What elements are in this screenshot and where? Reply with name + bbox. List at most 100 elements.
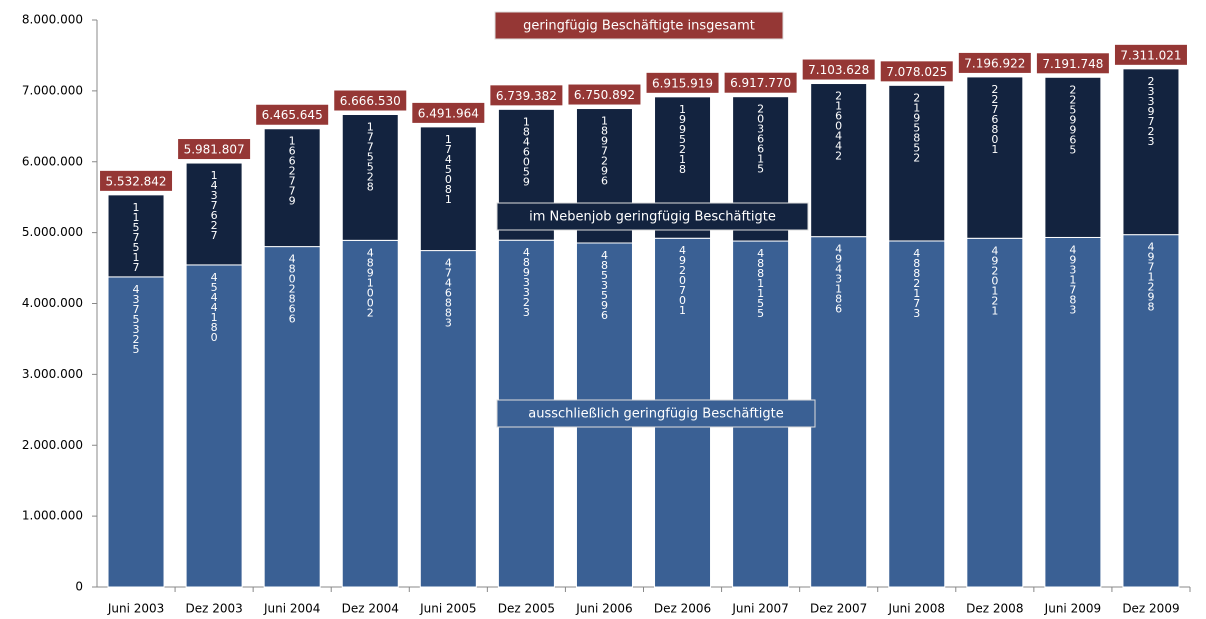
total-label: 6.739.382 [496, 89, 557, 103]
segment-label: 1437627 [208, 169, 221, 239]
x-tick-label: Dez 2007 [810, 602, 867, 616]
total-label: 6.465.645 [262, 108, 323, 122]
x-tick-label: Dez 2009 [1122, 602, 1179, 616]
bar-segment [341, 114, 399, 241]
bar-segment [1044, 76, 1102, 238]
total-label-bg [256, 104, 329, 125]
bar-segment [185, 162, 243, 266]
segment-label: 4920701 [676, 244, 689, 314]
bar-segment [888, 84, 946, 242]
segment-label: 4544180 [208, 271, 221, 341]
y-tick-label: 2.000.000 [22, 438, 83, 452]
segment-label: 4746883 [442, 257, 455, 327]
total-label-bg [490, 85, 563, 106]
total-label-bg [1114, 44, 1187, 65]
y-tick-label: 4.000.000 [22, 296, 83, 310]
y-tick-label: 6.000.000 [22, 154, 83, 168]
total-label-bg [412, 102, 485, 123]
x-tick-label: Juni 2009 [1044, 602, 1101, 616]
x-tick-label: Juni 2004 [263, 602, 320, 616]
total-label-bg [100, 170, 173, 191]
segment-label: 4971298 [1144, 241, 1157, 311]
bar-segment [263, 246, 321, 588]
segment-label: 4920121 [988, 244, 1001, 314]
total-label: 6.750.892 [574, 88, 635, 102]
total-label: 7.311.021 [1120, 48, 1181, 62]
bar-segment [419, 126, 477, 252]
total-label: 7.078.025 [886, 65, 947, 79]
series-label: ausschließlich geringfügig Beschäftigte [528, 407, 784, 422]
total-label: 7.103.628 [808, 63, 869, 77]
total-label-bg [646, 72, 719, 93]
y-tick-label: 3.000.000 [22, 367, 83, 381]
x-tick-label: Dez 2008 [966, 602, 1023, 616]
segment-label: 1745081 [442, 133, 455, 203]
total-label: 5.981.807 [184, 143, 245, 157]
series-label: im Nebenjob geringfügig Beschäftigte [529, 210, 776, 225]
segment-label: 4882173 [910, 247, 923, 317]
bar-segment [185, 264, 243, 588]
total-label: 6.915.919 [652, 76, 713, 90]
bar-segment [341, 239, 399, 588]
total-label: 6.666.530 [340, 94, 401, 108]
segment-label: 4802866 [286, 253, 299, 323]
total-label-bg [178, 139, 251, 160]
segment-label: 1157517 [130, 201, 143, 271]
x-tick-label: Juni 2007 [731, 602, 788, 616]
total-label: 6.917.770 [730, 76, 791, 90]
bar-segment [107, 276, 165, 588]
total-label-bg [724, 72, 797, 93]
segment-label: 2276801 [988, 83, 1001, 153]
segment-label: 2339723 [1144, 75, 1157, 145]
bar-segment [966, 237, 1024, 588]
segment-label: 2195852 [910, 91, 923, 161]
series-label-bg [494, 11, 784, 40]
total-label-bg [958, 52, 1031, 73]
total-label: 7.191.748 [1042, 57, 1103, 71]
segment-label: 1846059 [520, 115, 533, 185]
x-tick-label: Juni 2008 [888, 602, 945, 616]
bar-segment [263, 128, 321, 248]
series-label-bg [496, 202, 809, 231]
total-label: 5.532.842 [105, 174, 166, 188]
segment-label: 4931783 [1066, 243, 1079, 313]
segment-label: 2259965 [1066, 83, 1079, 153]
y-tick-label: 0 [75, 580, 83, 594]
total-label-bg [1036, 53, 1109, 74]
bar-segment [1122, 68, 1180, 236]
segment-label: 4375325 [130, 283, 143, 353]
total-label-bg [880, 61, 953, 82]
series-label: geringfügig Beschäftigte insgesamt [523, 19, 755, 34]
y-tick-label: 7.000.000 [22, 83, 83, 97]
x-tick-label: Juni 2003 [107, 602, 164, 616]
x-tick-label: Dez 2006 [654, 602, 711, 616]
segment-label: 4891002 [364, 246, 377, 316]
segment-label: 1897296 [598, 115, 611, 185]
y-tick-label: 8.000.000 [22, 13, 83, 27]
x-tick-label: Dez 2005 [498, 602, 555, 616]
total-label-bg [568, 84, 641, 105]
bar-segment [1044, 236, 1102, 588]
segment-label: 2160442 [832, 90, 845, 160]
series-label-bg [496, 399, 816, 428]
total-label-bg [802, 59, 875, 80]
segment-label: 4943186 [832, 243, 845, 313]
total-label: 6.491.964 [418, 106, 479, 120]
segment-label: 1662779 [286, 135, 299, 205]
segment-label: 2036615 [754, 103, 767, 173]
segment-label: 4893323 [520, 246, 533, 316]
total-label: 7.196.922 [964, 56, 1025, 70]
y-tick-label: 5.000.000 [22, 225, 83, 239]
y-tick-label: 1.000.000 [22, 509, 83, 523]
bar-segment [810, 83, 868, 238]
segment-label: 1995218 [676, 103, 689, 173]
segment-label: 1775528 [364, 121, 377, 191]
total-label-bg [334, 90, 407, 111]
x-tick-label: Dez 2003 [185, 602, 242, 616]
segment-label: 4853596 [598, 249, 611, 319]
x-tick-label: Juni 2006 [575, 602, 632, 616]
bar-segment [107, 194, 165, 278]
x-tick-label: Dez 2004 [342, 602, 399, 616]
bar-segment [810, 236, 868, 588]
